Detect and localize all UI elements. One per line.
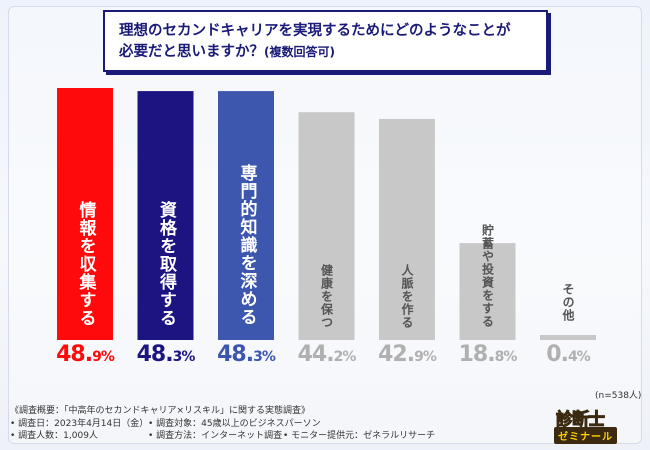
question-title: 理想のセカンドキャリアを実現するためにどのようなことが 必要だと思いますか？(複… — [103, 10, 548, 72]
logo-line-1: 診断士 — [556, 410, 606, 431]
title-line-2: 必要だと思いますか？(複数回答可) — [119, 42, 532, 63]
survey-provider: • モニター提供元：ゼネラルリサーチ — [283, 431, 436, 441]
sample-size-note: (n=538人) — [595, 391, 642, 401]
category-label-4: 健康を保つ — [319, 264, 334, 329]
value-label-1: 48.9% — [56, 342, 115, 367]
value-label-5: 42.9% — [378, 342, 437, 367]
survey-method: • 調査方法：インターネット調査 — [148, 431, 283, 441]
value-label-4: 44.2% — [297, 342, 357, 367]
category-label-7: その他 — [561, 283, 575, 323]
survey-target: • 調査対象：45歳以上のビジネスパーソン — [148, 418, 321, 429]
value-label-7: 0.4% — [546, 342, 590, 367]
survey-count: • 調査人数：1,009人 — [10, 431, 98, 441]
bar-3 — [218, 91, 274, 340]
bar-7 — [540, 335, 596, 340]
value-label-6: 18.8% — [458, 342, 518, 367]
bar-2 — [137, 91, 194, 340]
survey-row-1: • 調査日：2023年4月14日（金） • 調査対象：45歳以上のビジネスパーソ… — [10, 418, 550, 431]
title-line-2-note: (複数回答可) — [264, 45, 335, 59]
title-line-2-text: 必要だと思いますか？ — [119, 44, 264, 60]
survey-date: • 調査日：2023年4月14日（金） — [10, 418, 149, 429]
category-label-3: 専門的知識を深める — [236, 164, 257, 327]
survey-row-2: • 調査人数：1,009人 • 調査方法：インターネット調査 • モニター提供元… — [10, 430, 550, 443]
value-label-3: 48.3% — [217, 342, 276, 367]
category-label-5: 人脈を作る — [400, 264, 414, 329]
bar-1 — [57, 88, 113, 340]
logo-line-2: ゼミナール — [554, 427, 617, 444]
bar-6 — [459, 243, 516, 340]
category-label-6: 貯蓄や投資をする — [480, 224, 495, 329]
brand-logo: 診断士 ゼミナール — [548, 405, 640, 445]
title-line-1: 理想のセカンドキャリアを実現するためにどのようなことが — [119, 23, 511, 39]
survey-summary: 《調査概要：「中高年のセカンドキャリア×リスキル」に関する実態調査》 • 調査日… — [10, 405, 550, 443]
category-label-2: 資格を取得する — [156, 200, 176, 327]
bar-4 — [298, 112, 355, 340]
bar-5 — [379, 118, 435, 340]
survey-heading: 《調査概要：「中高年のセカンドキャリア×リスキル」に関する実態調査》 — [10, 406, 311, 416]
value-label-2: 48.3% — [136, 342, 196, 367]
category-label-1: 情報を収集する — [75, 200, 96, 327]
